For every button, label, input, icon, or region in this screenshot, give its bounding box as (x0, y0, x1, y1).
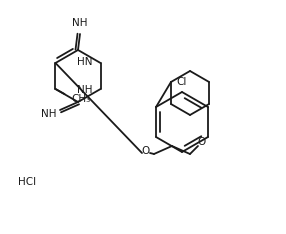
Text: NH: NH (77, 85, 92, 95)
Text: HCl: HCl (18, 177, 36, 187)
Text: NH: NH (72, 18, 88, 28)
Text: Cl: Cl (177, 77, 187, 87)
Text: O: O (198, 137, 206, 147)
Text: HN: HN (77, 57, 92, 67)
Text: CH₃: CH₃ (72, 94, 91, 104)
Text: NH: NH (41, 109, 56, 119)
Text: O: O (142, 146, 150, 156)
